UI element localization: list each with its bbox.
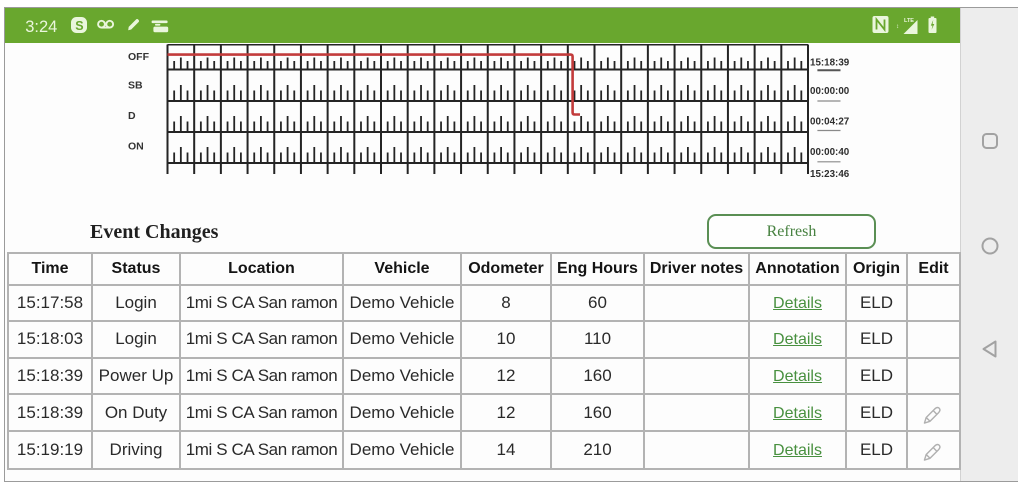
svg-text:LTE: LTE [904, 18, 914, 24]
svg-text:00:00:00: 00:00:00 [810, 86, 850, 97]
svg-text:00:04:27: 00:04:27 [810, 117, 850, 128]
svg-text:00:00:40: 00:00:40 [810, 147, 850, 158]
svg-text:OFF: OFF [128, 51, 150, 63]
svg-text:15:18:39: 15:18:39 [810, 57, 850, 68]
svg-text:D: D [128, 110, 136, 122]
svg-text:3:24: 3:24 [25, 18, 57, 36]
svg-text:↕: ↕ [896, 24, 899, 30]
svg-text:15:23:46: 15:23:46 [810, 169, 850, 180]
svg-text:S: S [75, 19, 83, 33]
svg-text:SB: SB [128, 79, 143, 91]
svg-text:ON: ON [128, 141, 144, 153]
